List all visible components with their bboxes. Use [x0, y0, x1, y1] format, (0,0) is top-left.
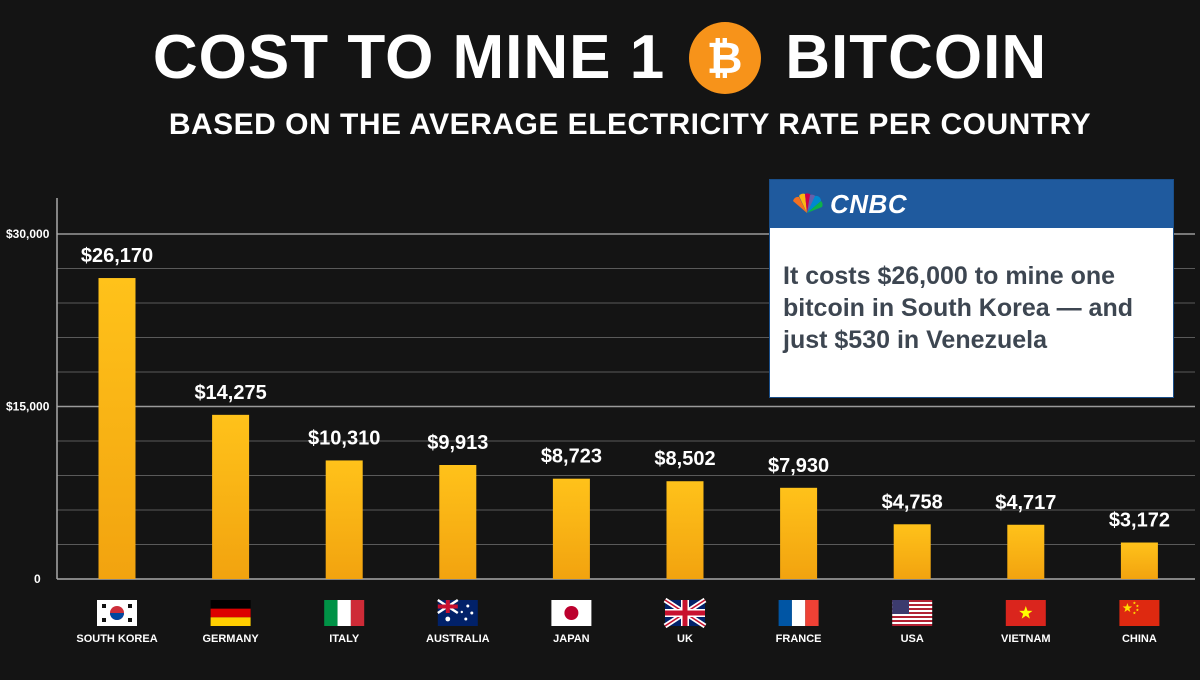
south-korea-flag-icon	[97, 600, 137, 626]
vietnam-flag-icon	[1005, 600, 1046, 626]
news-headline: It costs $26,000 to mine one bitcoin in …	[783, 262, 1133, 354]
bitcoin-icon: ₿	[689, 22, 762, 94]
australia-flag-icon	[437, 598, 478, 626]
data-label: $7,930	[768, 455, 829, 477]
bar	[212, 414, 250, 579]
data-label: $10,310	[308, 427, 380, 449]
y-tick-label: 0	[34, 572, 41, 586]
japan-flag-icon	[551, 600, 592, 626]
news-header: CNBC	[770, 180, 1173, 228]
x-tick-label: GERMANY	[202, 633, 259, 645]
title-left: COST TO MINE 1	[152, 23, 666, 92]
data-label: $8,502	[654, 448, 715, 470]
bar	[893, 524, 931, 579]
bitcoin-symbol: ₿	[707, 33, 744, 84]
bar	[1120, 542, 1158, 579]
bar	[439, 465, 477, 579]
chart-subtitle: BASED ON THE AVERAGE ELECTRICITY RATE PE…	[168, 108, 1092, 141]
bar	[666, 481, 704, 579]
news-card: CNBC It costs $26,000 to mine one bitcoi…	[769, 179, 1174, 398]
uk-flag-icon	[663, 597, 707, 629]
data-label: $3,172	[1109, 510, 1170, 532]
news-brand: CNBC	[830, 188, 908, 219]
title-right: BITCOIN	[785, 23, 1048, 92]
usa-flag-icon	[892, 600, 933, 626]
x-tick-label: UK	[677, 633, 693, 645]
italy-flag-icon	[324, 600, 365, 626]
chart-title: COST TO MINE 1 ₿ BITCOIN	[0, 22, 1200, 94]
x-tick-label: AUSTRALIA	[426, 633, 490, 645]
x-tick-label: USA	[901, 633, 924, 645]
france-flag-icon	[778, 600, 819, 626]
x-tick-label: FRANCE	[776, 633, 822, 645]
data-label: $26,170	[81, 245, 153, 267]
y-tick-label: $30,000	[6, 227, 50, 241]
bar	[1007, 524, 1045, 579]
bar	[325, 460, 363, 579]
germany-flag-icon	[210, 600, 251, 626]
peacock-logo-icon	[793, 193, 823, 213]
data-label: $4,717	[995, 492, 1056, 514]
bar	[552, 478, 590, 579]
x-tick-label: JAPAN	[553, 633, 590, 645]
data-label: $8,723	[541, 446, 602, 468]
x-tick-label: CHINA	[1122, 633, 1157, 645]
y-tick-label: $15,000	[6, 400, 50, 414]
bar	[98, 278, 136, 579]
data-label: $14,275	[194, 382, 266, 404]
data-label: $4,758	[882, 491, 943, 513]
data-label: $9,913	[427, 432, 488, 454]
x-tick-label: SOUTH KOREA	[76, 633, 157, 645]
china-flag-icon	[1119, 600, 1160, 626]
x-tick-label: ITALY	[329, 633, 360, 645]
x-tick-label: VIETNAM	[1001, 633, 1051, 645]
bar	[780, 487, 818, 579]
